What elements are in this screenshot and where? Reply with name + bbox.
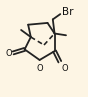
Text: O: O (37, 64, 43, 73)
Text: O: O (5, 49, 12, 58)
Text: Br: Br (62, 7, 73, 17)
Text: O: O (61, 64, 68, 73)
